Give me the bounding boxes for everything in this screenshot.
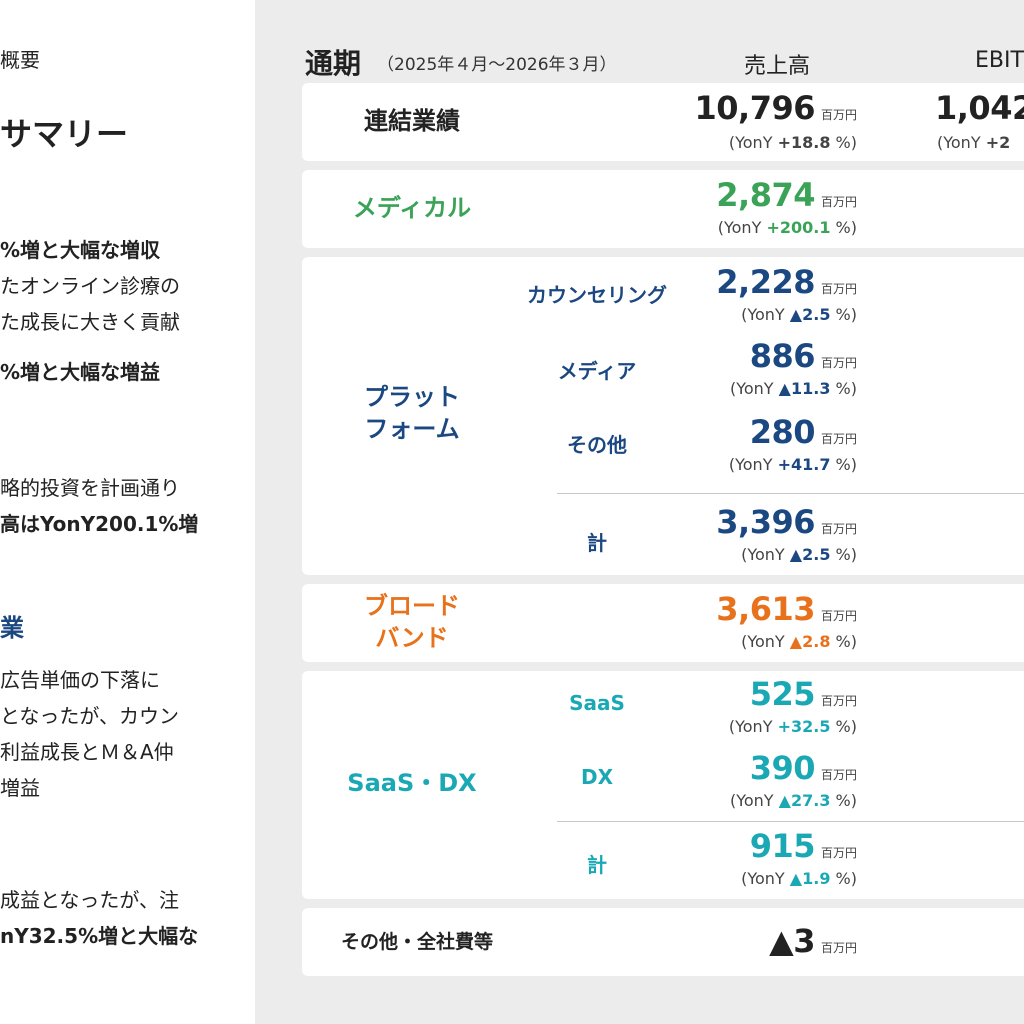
sales-yoy: (YonY ▲11.3 %) xyxy=(729,379,857,398)
summary-text-line: 増益 xyxy=(0,776,40,800)
segment-label: 連結業績 xyxy=(364,107,460,135)
results-table-panel: 通期 （2025年４月〜2026年３月） 売上高 EBIT 連結業績 10,79… xyxy=(255,0,1024,1024)
sales-yoy: (YonY ▲2.5 %) xyxy=(741,305,857,324)
summary-panel: 概要 サマリー %増と大幅な増収 たオンライン診療の た成長に大きく貢献 %増と… xyxy=(0,0,255,1024)
ebitda-value: 1,042 xyxy=(935,89,1024,127)
segment-label: プラット フォーム xyxy=(364,383,460,443)
sales-value: 2,228 百万円 xyxy=(716,263,857,301)
sales-yoy: (YonY ▲1.9 %) xyxy=(741,869,857,888)
sales-column-header: 売上高 xyxy=(744,54,811,79)
segment-label: ブロード バンド xyxy=(364,592,460,652)
summary-text-line: nY32.5%増と大幅な xyxy=(0,924,199,948)
sales-value: 390 百万円 xyxy=(749,749,857,787)
summary-text-line: 利益成長とＭ＆A仲 xyxy=(0,740,174,764)
summary-title: サマリー xyxy=(0,115,129,153)
sales-value: 280 百万円 xyxy=(749,413,857,451)
sales-yoy: (YonY ▲2.5 %) xyxy=(741,545,857,564)
sales-yoy: (YonY +32.5 %) xyxy=(728,717,857,736)
summary-text-line: 成益となったが、注 xyxy=(0,888,179,912)
overview-heading: 概要 xyxy=(0,48,40,72)
sales-value: 525 百万円 xyxy=(749,675,857,713)
summary-text-line: となったが、カウン xyxy=(0,704,179,728)
saas-dx-row: SaaS・DX SaaS 525 百万円 (YonY +32.5 %) DX 39… xyxy=(302,671,1024,899)
summary-text-line: %増と大幅な増益 xyxy=(0,360,161,384)
corporate-row: その他・全社費等 ▲3 百万円 xyxy=(302,908,1024,976)
segment-label: その他・全社費等 xyxy=(340,931,493,953)
sub-segment-label: DX xyxy=(580,765,614,789)
sales-yoy: (YonY +41.7 %) xyxy=(728,455,857,474)
segment-label: SaaS・DX xyxy=(347,769,477,797)
summary-text-line: 広告単価の下落に xyxy=(0,668,160,692)
sales-value: 915 百万円 xyxy=(749,827,857,865)
sub-segment-label: メディア xyxy=(557,359,637,383)
summary-text-line: 略的投資を計画通り xyxy=(0,476,180,500)
broadband-row: ブロード バンド 3,613 百万円 (YonY ▲2.8 %) xyxy=(302,584,1024,662)
sales-value: 3,396 百万円 xyxy=(716,503,857,541)
summary-text-line: た成長に大きく貢献 xyxy=(0,310,180,334)
ebitda-column-header: EBIT xyxy=(975,48,1024,73)
sub-segment-label: カウンセリング xyxy=(527,283,667,307)
consolidated-row: 連結業績 10,796 百万円 (YonY +18.8 %) 1,042 (Yon… xyxy=(302,83,1024,161)
sales-value: 3,613 百万円 xyxy=(716,590,857,628)
fiscal-period: （2025年４月〜2026年３月） xyxy=(377,55,617,75)
sub-segment-label: 計 xyxy=(587,531,607,555)
sub-segment-label: その他 xyxy=(567,433,627,457)
sales-yoy: (YonY ▲2.8 %) xyxy=(741,632,857,651)
segment-heading: 業 xyxy=(0,614,24,642)
ebitda-yoy: (YonY +2 xyxy=(937,133,1011,152)
summary-text-line: たオンライン診療の xyxy=(0,274,180,298)
sub-segment-label: 計 xyxy=(587,853,607,877)
sales-value: 10,796 百万円 xyxy=(694,89,858,127)
sales-yoy: (YonY +18.8 %) xyxy=(728,133,857,152)
medical-row: メディカル 2,874 百万円 (YonY +200.1 %) xyxy=(302,170,1024,248)
summary-text-line: 高はYonY200.1%増 xyxy=(0,512,199,536)
subtotal-divider xyxy=(557,493,1024,494)
sales-value: 886 百万円 xyxy=(749,337,857,375)
sales-yoy: (YonY +200.1 %) xyxy=(717,218,857,237)
fiscal-year-title: 通期 xyxy=(305,47,362,80)
sub-segment-label: SaaS xyxy=(569,691,625,715)
platform-row: プラット フォーム カウンセリング 2,228 百万円 (YonY ▲2.5 %) … xyxy=(302,257,1024,575)
subtotal-divider xyxy=(557,821,1024,822)
segment-label: メディカル xyxy=(352,194,472,222)
sales-value: 2,874 百万円 xyxy=(716,176,857,214)
sales-yoy: (YonY ▲27.3 %) xyxy=(729,791,857,810)
summary-text-line: %増と大幅な増収 xyxy=(0,238,161,262)
sales-value: ▲3 百万円 xyxy=(769,922,857,960)
